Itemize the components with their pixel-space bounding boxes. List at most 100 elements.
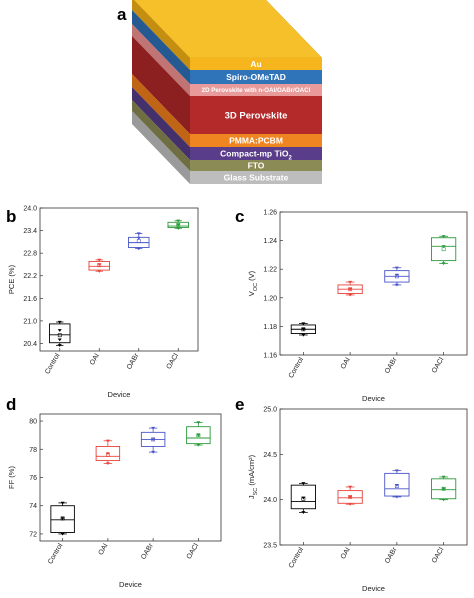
box-oabr	[384, 469, 410, 499]
x-tick-label: OACl	[431, 356, 446, 374]
box-control	[290, 322, 316, 337]
device-stack-diagram: Au Spiro-OMeTAD 2D Perovskite with n-OAI/O…	[132, 0, 323, 184]
box-oabr	[140, 426, 166, 454]
stack-layer-label: 3D Perovskite	[225, 110, 288, 121]
x-tick-label: OABr	[126, 352, 141, 371]
mean-marker	[196, 433, 201, 438]
data-point	[441, 498, 446, 502]
data-point	[301, 511, 306, 514]
stack-layer-front	[190, 96, 322, 134]
iqr-box	[50, 505, 75, 533]
data-point	[136, 236, 141, 240]
box-oacl	[167, 219, 189, 230]
data-point	[57, 338, 62, 342]
y-tick-label: 24.0	[263, 497, 277, 504]
data-point	[60, 501, 65, 505]
iqr-box	[431, 237, 457, 262]
mean-marker	[57, 333, 62, 338]
x-tick-label: OABr	[140, 542, 155, 561]
stack-layer-label: Spiro-OMeTAD	[226, 72, 286, 82]
x-tick-label: OABr	[384, 356, 399, 375]
y-tick-label: 74	[29, 503, 37, 510]
x-tick-label: Control	[288, 546, 306, 569]
y-tick-label: 1.18	[263, 324, 277, 331]
data-point	[60, 532, 65, 536]
mean-marker	[441, 247, 446, 252]
data-point	[441, 487, 446, 491]
y-tick-label: 78	[29, 447, 37, 454]
data-point	[301, 496, 306, 500]
y-tick-label: 80	[29, 419, 37, 426]
plot-frame	[279, 408, 468, 546]
stack-layer-side	[132, 111, 190, 184]
y-tick-label: 21.6	[23, 296, 37, 303]
box-control	[49, 320, 71, 347]
x-tick-label: OABr	[384, 546, 399, 565]
data-point	[394, 283, 399, 287]
box-control	[50, 501, 75, 536]
box-oacl	[431, 235, 457, 266]
x-tick-label: OAI	[89, 352, 101, 366]
box-oai	[95, 439, 121, 465]
iqr-box	[186, 426, 211, 445]
y-tick-label: 23.5	[263, 543, 277, 550]
y-tick-label: 21.0	[23, 318, 37, 325]
panel-letter-d: d	[6, 395, 16, 414]
data-point	[176, 223, 181, 227]
stack-layer-side	[132, 10, 190, 84]
stack-layer-side	[132, 74, 190, 147]
x-axis-label: Device	[362, 394, 385, 403]
mean-marker	[441, 486, 446, 491]
ff-chart: 72 74 76 78 80 Control OAI OABr OACl Device FF (%)	[7, 413, 222, 589]
x-tick-label: Control	[47, 542, 65, 565]
iqr-box	[49, 323, 71, 344]
stack-layer-label: 2D Perovskite with n-OAI/OABr/OACl	[202, 87, 311, 94]
stack-layer-front	[190, 171, 322, 184]
data-point	[348, 280, 353, 284]
y-axis-label: FF (%)	[7, 466, 16, 489]
data-point	[97, 258, 102, 262]
data-point	[348, 485, 353, 489]
data-point	[97, 270, 102, 273]
panel-letter-b: b	[6, 207, 16, 226]
x-tick-label: OAI	[340, 546, 352, 560]
data-point	[301, 482, 306, 485]
stack-layer-label: FTO	[248, 161, 265, 171]
y-tick-label: 1.26	[263, 210, 277, 217]
y-axis-label: JSC (mA/cm²)	[247, 454, 259, 499]
box-oabr	[384, 266, 410, 287]
data-point	[441, 235, 446, 238]
plot-frame	[279, 211, 468, 356]
y-tick-label: 24.5	[263, 452, 277, 459]
stack-layer-label: PMMA:PCBM	[229, 136, 283, 146]
plot-frame	[39, 413, 222, 542]
stack-layer-label: Compact-mp TiO2	[220, 149, 292, 162]
data-point	[394, 469, 399, 473]
data-point	[394, 483, 399, 487]
data-point	[441, 475, 446, 479]
data-point	[301, 333, 306, 337]
panel-letter-c: c	[235, 207, 244, 226]
box-oacl	[186, 421, 211, 447]
data-point	[105, 452, 110, 456]
x-tick-label: Control	[44, 352, 62, 375]
stack-layer-side	[132, 0, 190, 70]
data-point	[301, 328, 306, 331]
data-point	[394, 495, 399, 499]
data-point	[105, 439, 110, 443]
stack-layer-front	[190, 84, 322, 96]
x-tick-label: OACl	[431, 546, 446, 564]
y-tick-label: 25.0	[263, 407, 277, 414]
data-point	[136, 247, 141, 251]
box-oacl	[431, 475, 457, 502]
stack-layer-front	[190, 58, 322, 70]
panel-letter-e: e	[235, 395, 244, 414]
y-tick-label: 1.20	[263, 295, 277, 302]
voc-chart: 1.16 1.18 1.20 1.22 1.24 1.26 Control OAI OABr OA…	[247, 210, 468, 403]
iqr-box	[290, 484, 316, 510]
y-tick-label: 20.4	[23, 341, 37, 348]
panel-letter-a: a	[117, 5, 127, 24]
data-point	[196, 443, 201, 447]
stack-layer-front	[190, 160, 322, 171]
